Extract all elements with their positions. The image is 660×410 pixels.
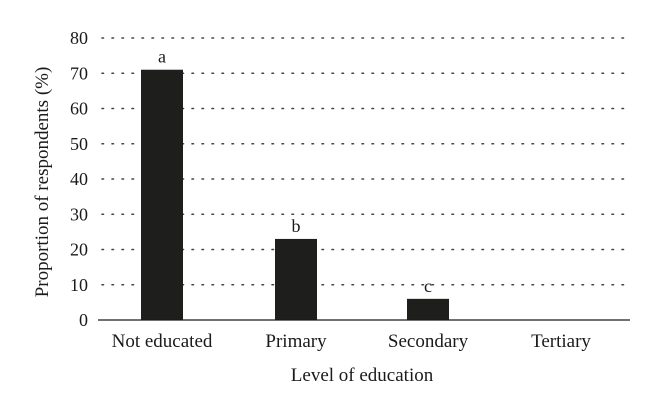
x-tick-label: Primary	[265, 331, 327, 352]
x-axis-title: Level of education	[291, 365, 434, 386]
y-tick-label: 80	[70, 28, 88, 48]
y-tick-label: 0	[79, 310, 88, 330]
bar	[407, 298, 449, 320]
y-tick-label: 40	[70, 169, 88, 189]
bar	[141, 69, 183, 320]
data-label: c	[424, 276, 432, 296]
data-labels: a b c	[158, 47, 432, 296]
y-tick-label: 20	[70, 240, 88, 260]
y-tick-label: 70	[70, 63, 88, 83]
bars	[141, 69, 449, 320]
y-tick-label: 60	[70, 99, 88, 119]
bar	[275, 238, 317, 320]
x-tick-label: Not educated	[112, 331, 213, 352]
y-axis-title: Proportion of respondents (%)	[32, 67, 53, 298]
y-tick-label: 50	[70, 134, 88, 154]
x-tick-labels: Not educated Primary Secondary Tertiary	[112, 331, 592, 352]
x-tick-label: Secondary	[388, 331, 469, 352]
gridlines	[101, 37, 631, 286]
y-tick-label: 10	[70, 275, 88, 295]
data-label: a	[158, 47, 166, 67]
data-label: b	[292, 216, 301, 236]
y-tick-label: 30	[70, 204, 88, 224]
y-tick-labels: 0 10 20 30 40 50 60 70 80	[70, 28, 88, 330]
x-tick-label: Tertiary	[531, 331, 591, 352]
